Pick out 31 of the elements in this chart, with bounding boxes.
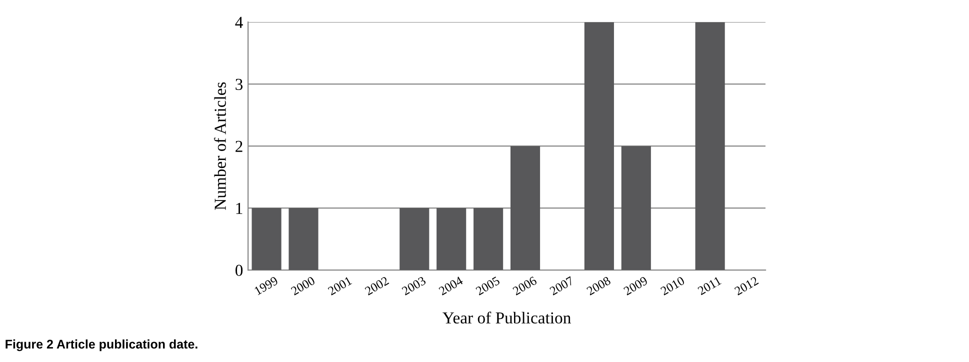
bar bbox=[510, 146, 540, 270]
y-tick-label: 1 bbox=[236, 202, 242, 214]
bar bbox=[584, 22, 614, 270]
bar bbox=[436, 208, 466, 270]
x-tick-label: 2005 bbox=[475, 276, 500, 296]
y-tick-label: 0 bbox=[236, 264, 243, 276]
y-tick-label: 4 bbox=[235, 16, 243, 28]
x-tick-label: 2010 bbox=[660, 276, 686, 296]
caption: Figure 2 Article publication date. bbox=[6, 339, 198, 352]
y-tick-label: 3 bbox=[236, 78, 243, 90]
x-tick-label: 2007 bbox=[549, 276, 574, 296]
bar bbox=[474, 208, 504, 270]
x-tick-label: 2002 bbox=[364, 276, 390, 296]
x-tick-label: 2004 bbox=[438, 276, 464, 296]
y-tick-label: 2 bbox=[236, 140, 242, 152]
bar bbox=[400, 208, 430, 270]
x-tick-label: 2001 bbox=[327, 276, 352, 296]
bar bbox=[288, 208, 318, 270]
x-axis-title: Year of Publication bbox=[442, 312, 571, 324]
bar bbox=[695, 22, 725, 270]
x-tick-label: 2012 bbox=[734, 276, 759, 296]
x-tick-label: 2011 bbox=[697, 276, 722, 296]
x-tick-label: 2003 bbox=[401, 276, 426, 296]
x-tick-label: 2006 bbox=[512, 276, 538, 296]
x-tick-label: 1999 bbox=[254, 276, 278, 296]
x-tick-label: 2009 bbox=[623, 276, 648, 296]
y-axis-title: Number of Articles bbox=[214, 82, 226, 210]
x-tick-label: 2008 bbox=[586, 276, 612, 296]
bar bbox=[252, 208, 282, 270]
bar bbox=[621, 146, 651, 270]
x-tick-label: 2000 bbox=[290, 276, 316, 296]
